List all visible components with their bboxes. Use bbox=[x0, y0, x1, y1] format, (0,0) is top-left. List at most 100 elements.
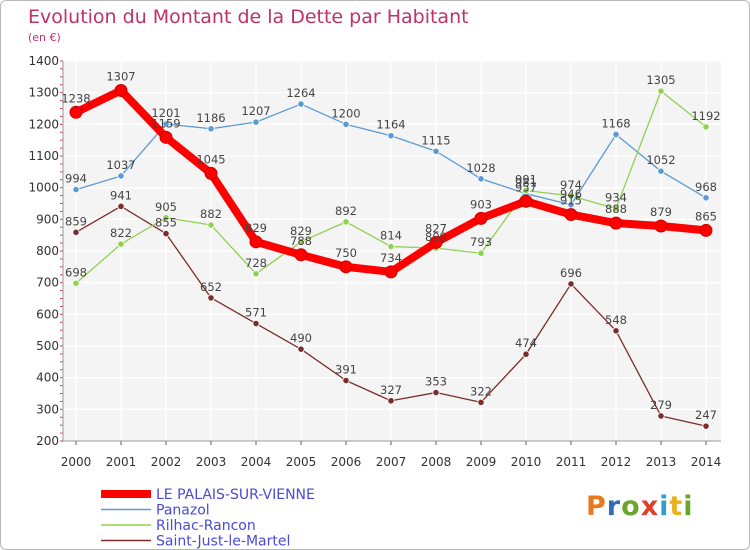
logo-letter: i bbox=[683, 491, 694, 522]
data-point bbox=[159, 130, 173, 144]
data-label: 391 bbox=[335, 363, 357, 377]
data-point bbox=[657, 167, 665, 175]
data-label: 855 bbox=[155, 216, 177, 230]
data-label: 822 bbox=[110, 226, 132, 240]
x-tick-label: 2002 bbox=[151, 455, 182, 469]
data-point bbox=[72, 279, 80, 287]
data-label: 934 bbox=[605, 191, 627, 205]
data-label: 915 bbox=[560, 194, 582, 208]
data-label: 474 bbox=[515, 336, 537, 350]
y-tick-label: 400 bbox=[36, 371, 59, 385]
data-point bbox=[297, 238, 305, 246]
data-label: 957 bbox=[515, 180, 537, 194]
data-label: 1028 bbox=[466, 161, 495, 175]
data-label: 859 bbox=[65, 214, 87, 228]
data-label: 981 bbox=[515, 176, 537, 190]
data-point bbox=[702, 123, 710, 131]
data-point bbox=[342, 376, 350, 385]
data-point bbox=[702, 194, 710, 202]
data-label: 1159 bbox=[151, 116, 180, 130]
data-point bbox=[339, 260, 353, 274]
x-tick-label: 2000 bbox=[61, 455, 92, 469]
data-point bbox=[117, 172, 125, 180]
data-point bbox=[477, 175, 485, 183]
data-point bbox=[252, 319, 260, 328]
logo-letter: i bbox=[659, 491, 670, 522]
data-point bbox=[162, 120, 170, 128]
data-label: 1238 bbox=[61, 91, 90, 105]
data-label: 696 bbox=[560, 266, 582, 280]
x-tick-label: 2009 bbox=[466, 455, 497, 469]
data-point bbox=[117, 240, 125, 248]
data-label: 548 bbox=[605, 313, 627, 327]
data-point bbox=[342, 120, 350, 128]
logo-letter: t bbox=[669, 491, 684, 522]
data-label: 892 bbox=[335, 204, 357, 218]
data-point bbox=[207, 125, 215, 133]
data-point bbox=[252, 118, 260, 126]
x-tick-label: 2003 bbox=[196, 455, 227, 469]
y-tick-label: 300 bbox=[36, 402, 59, 416]
data-label: 882 bbox=[200, 207, 222, 221]
data-label: 728 bbox=[245, 256, 267, 270]
logo-letter: x bbox=[640, 491, 660, 522]
x-tick-label: 2007 bbox=[376, 455, 407, 469]
data-point bbox=[567, 201, 575, 209]
legend-label: LE PALAIS-SUR-VIENNE bbox=[156, 487, 315, 503]
data-label: 1164 bbox=[376, 118, 405, 132]
y-tick-label: 1400 bbox=[28, 54, 59, 68]
data-point bbox=[204, 166, 218, 180]
y-tick-label: 600 bbox=[36, 307, 59, 321]
chart-title: Evolution du Montant de la Dette par Hab… bbox=[28, 6, 469, 28]
data-label: 652 bbox=[200, 280, 222, 294]
data-label: 327 bbox=[380, 383, 402, 397]
data-point bbox=[612, 204, 620, 213]
data-label: 827 bbox=[425, 221, 447, 235]
data-label: 353 bbox=[425, 375, 447, 389]
x-tick-label: 2001 bbox=[106, 455, 137, 469]
legend-label: Rilhac-Rancon bbox=[156, 518, 256, 534]
data-point bbox=[384, 265, 398, 279]
data-point bbox=[612, 130, 620, 139]
data-point bbox=[657, 87, 665, 95]
x-tick-label: 2014 bbox=[691, 455, 722, 469]
data-label: 1037 bbox=[106, 158, 135, 172]
data-point bbox=[387, 242, 395, 251]
x-tick-label: 2011 bbox=[556, 455, 587, 469]
data-point bbox=[162, 229, 170, 238]
data-point bbox=[207, 294, 215, 302]
data-point bbox=[657, 412, 665, 420]
x-tick-label: 2006 bbox=[331, 455, 362, 469]
y-tick-label: 700 bbox=[36, 276, 59, 290]
data-point bbox=[609, 216, 623, 230]
data-label: 788 bbox=[290, 234, 312, 248]
data-point bbox=[114, 83, 128, 97]
data-point bbox=[387, 397, 395, 405]
data-label: 750 bbox=[335, 246, 357, 260]
data-label: 829 bbox=[290, 224, 312, 238]
data-point bbox=[117, 202, 125, 210]
legend-label: Saint-Just-le-Martel bbox=[156, 534, 290, 550]
legend-label: Panazol bbox=[156, 503, 210, 519]
data-label: 1207 bbox=[241, 104, 270, 118]
data-point bbox=[162, 214, 170, 222]
data-label: 247 bbox=[695, 408, 717, 422]
data-point bbox=[699, 223, 713, 237]
data-point bbox=[387, 132, 395, 140]
data-label: 814 bbox=[380, 229, 402, 243]
data-label: 1264 bbox=[286, 86, 315, 100]
data-label: 941 bbox=[110, 188, 132, 202]
y-tick-label: 1000 bbox=[28, 181, 59, 195]
data-label: 903 bbox=[470, 197, 492, 211]
data-label: 994 bbox=[65, 172, 87, 186]
data-label: 968 bbox=[695, 180, 717, 194]
data-label: 279 bbox=[650, 398, 672, 412]
x-tick-label: 2004 bbox=[241, 455, 272, 469]
data-point bbox=[72, 185, 80, 194]
data-label: 734 bbox=[380, 251, 402, 265]
data-label: 1115 bbox=[421, 133, 450, 147]
data-point bbox=[612, 327, 620, 335]
data-label: 905 bbox=[155, 200, 177, 214]
